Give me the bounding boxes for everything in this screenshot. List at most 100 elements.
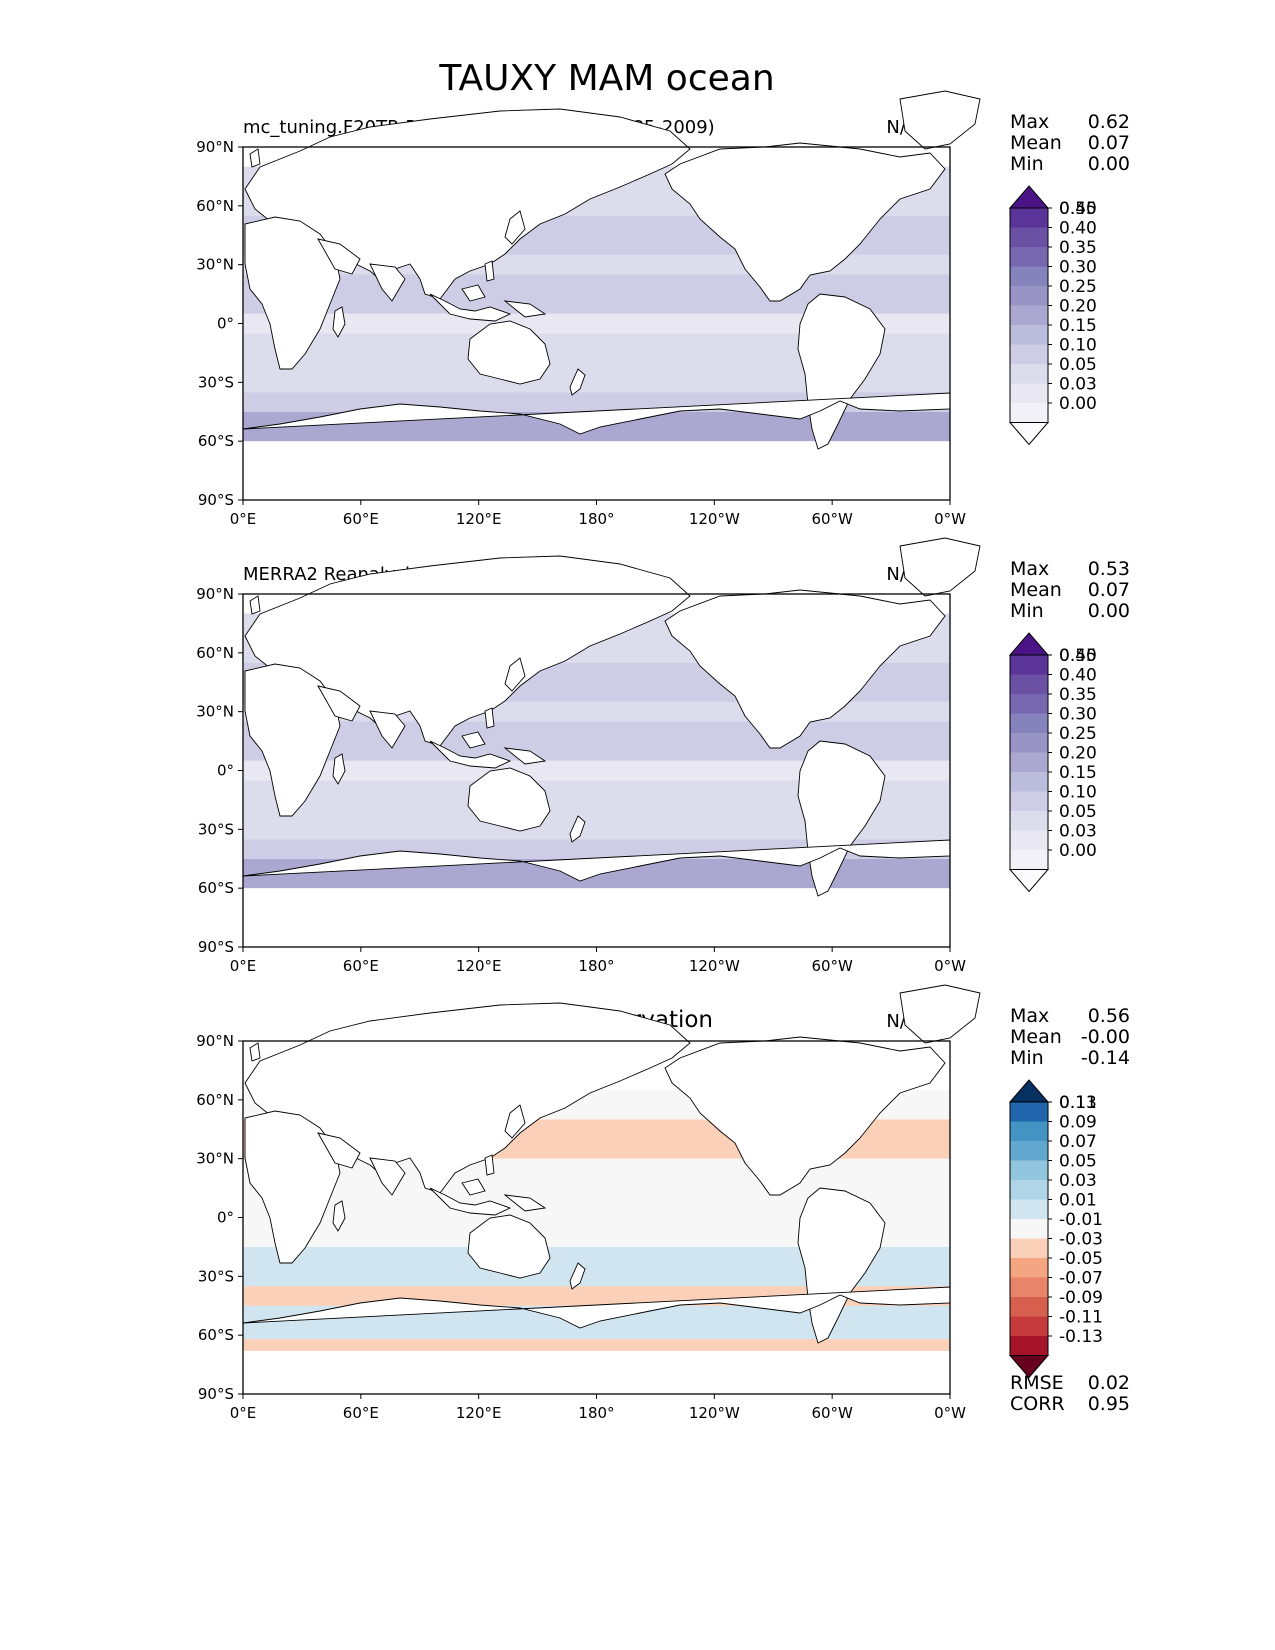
x-tick-label: 60°E xyxy=(343,1404,379,1422)
colorbar-label: 0.05 xyxy=(1059,1152,1097,1172)
colorbar-cell xyxy=(1010,1180,1048,1200)
colorbar-label: -0.05 xyxy=(1059,1249,1103,1269)
colorbar-label: 0.35 xyxy=(1059,685,1097,705)
colorbar-cell xyxy=(1010,1336,1048,1356)
colorbar-cell xyxy=(1010,791,1048,811)
colorbar-extend-min xyxy=(1008,422,1050,446)
x-tick-label: 60°E xyxy=(343,510,379,528)
y-tick-label: 90°N xyxy=(196,585,234,603)
colorbar-extend-max xyxy=(1008,1079,1050,1103)
x-tick-label: 120°E xyxy=(456,957,502,975)
y-tick-label: 60°N xyxy=(196,644,234,662)
x-tick-label: 0°E xyxy=(230,1404,257,1422)
y-tick-label: 60°S xyxy=(198,1326,234,1344)
colorbar-cell xyxy=(1010,344,1048,364)
colorbar-label: 0.13 xyxy=(1059,1093,1097,1113)
colorbar-cell xyxy=(1010,772,1048,792)
colorbar: 0.000.030.050.100.150.200.250.300.350.40… xyxy=(1008,632,1097,893)
stat-label: Min xyxy=(1010,600,1044,622)
y-tick-label: 30°S xyxy=(198,820,234,838)
y-tick-label: 0° xyxy=(217,1209,234,1227)
y-tick-label: 30°N xyxy=(196,703,234,721)
colorbar-cell xyxy=(1010,403,1048,423)
figure-title: TAUXY MAM ocean xyxy=(438,58,774,99)
stat-label: Mean xyxy=(1010,1026,1062,1048)
x-tick-label: 60°W xyxy=(811,1404,853,1422)
x-tick-label: 60°W xyxy=(811,510,853,528)
x-tick-label: 180° xyxy=(578,510,614,528)
stat-value: 0.07 xyxy=(1088,132,1130,154)
colorbar-label: 0.09 xyxy=(1059,1113,1097,1133)
colorbar-label: 0.03 xyxy=(1059,1171,1097,1191)
colorbar-cell xyxy=(1010,655,1048,675)
colorbar-cell xyxy=(1010,383,1048,403)
x-tick-label: 0°E xyxy=(230,957,257,975)
colorbar-label: 0.03 xyxy=(1059,822,1097,842)
colorbar-cell xyxy=(1010,811,1048,831)
y-tick-label: 60°N xyxy=(196,197,234,215)
colorbar-cell xyxy=(1010,1238,1048,1258)
colorbar: 0.000.030.050.100.150.200.250.300.350.40… xyxy=(1008,185,1097,446)
x-tick-label: 120°E xyxy=(456,510,502,528)
colorbar-cell xyxy=(1010,1160,1048,1180)
y-tick-label: 30°S xyxy=(198,373,234,391)
colorbar-extend-max xyxy=(1008,632,1050,656)
colorbar-cell xyxy=(1010,694,1048,714)
colorbar-outline xyxy=(1009,1101,1049,1356)
colorbar-cell xyxy=(1010,247,1048,267)
colorbar-label: 0.01 xyxy=(1059,1191,1097,1211)
field-band-0 xyxy=(243,1339,950,1351)
colorbar-label: -0.03 xyxy=(1059,1230,1103,1250)
colorbar-cell xyxy=(1010,1141,1048,1161)
colorbar-cell xyxy=(1010,1316,1048,1336)
panel-observation: MERRA2 Reanalysis (1980-2016) N/m^2 0°E6… xyxy=(196,537,1130,975)
colorbar-cell xyxy=(1010,1199,1048,1219)
colorbar-cell xyxy=(1010,1121,1048,1141)
stats-block: Max 0.53 Mean 0.07 Min 0.00 xyxy=(1010,558,1130,622)
colorbar-outline xyxy=(1009,207,1049,423)
panel-difference: Model - Observation N/m^2 0°E60°E120°E18… xyxy=(196,984,1130,1422)
colorbar-label: 0.15 xyxy=(1059,316,1097,336)
colorbar-label: 0.11 xyxy=(1059,1093,1097,1113)
metric-value: 0.02 xyxy=(1088,1372,1130,1394)
colorbar-extend-min xyxy=(1008,869,1050,893)
metric-label: CORR xyxy=(1010,1393,1065,1415)
colorbar-cell xyxy=(1010,733,1048,753)
stats-block: Max 0.62 Mean 0.07 Min 0.00 xyxy=(1010,111,1130,175)
x-ticks: 0°E 60°E 120°E 180° 120°W 60°W 0°W xyxy=(230,500,966,528)
y-tick-label: 30°N xyxy=(196,1150,234,1168)
stat-label: Mean xyxy=(1010,132,1062,154)
colorbar: -0.13-0.11-0.09-0.07-0.05-0.03-0.010.010… xyxy=(1008,1079,1103,1379)
field-band-3 xyxy=(243,760,950,781)
colorbar-label: 0.03 xyxy=(1059,375,1097,395)
colorbar-cell xyxy=(1010,850,1048,870)
colorbar-label: 0.50 xyxy=(1059,199,1097,219)
x-tick-label: 0°W xyxy=(934,510,966,528)
colorbar-label: 0.05 xyxy=(1059,802,1097,822)
y-tick-label: 0° xyxy=(217,762,234,780)
colorbar-label: 0.45 xyxy=(1059,199,1097,219)
x-tick-label: 0°W xyxy=(934,957,966,975)
stat-label: Max xyxy=(1010,111,1049,133)
colorbar-cell xyxy=(1010,1277,1048,1297)
y-ticks: 90°N 60°N 30°N 0° 30°S 60°S 90°S xyxy=(196,138,243,509)
x-tick-label: 120°W xyxy=(689,510,740,528)
y-tick-label: 60°N xyxy=(196,1091,234,1109)
colorbar-label: 0.00 xyxy=(1059,394,1097,414)
stat-value: 0.07 xyxy=(1088,579,1130,601)
y-tick-label: 60°S xyxy=(198,432,234,450)
colorbar-label: 0.10 xyxy=(1059,336,1097,356)
colorbar-label: 0.10 xyxy=(1059,783,1097,803)
colorbar-cell xyxy=(1010,1219,1048,1239)
colorbar-label: 0.40 xyxy=(1059,219,1097,239)
colorbar-label: 0.45 xyxy=(1059,646,1097,666)
colorbar-label: -0.11 xyxy=(1059,1308,1103,1328)
colorbar-cell xyxy=(1010,713,1048,733)
colorbar-cell xyxy=(1010,227,1048,247)
colorbar-cell xyxy=(1010,305,1048,325)
colorbar-cell xyxy=(1010,1102,1048,1122)
colorbar-cell xyxy=(1010,325,1048,345)
stat-value: 0.00 xyxy=(1088,153,1130,175)
stat-label: Max xyxy=(1010,558,1049,580)
